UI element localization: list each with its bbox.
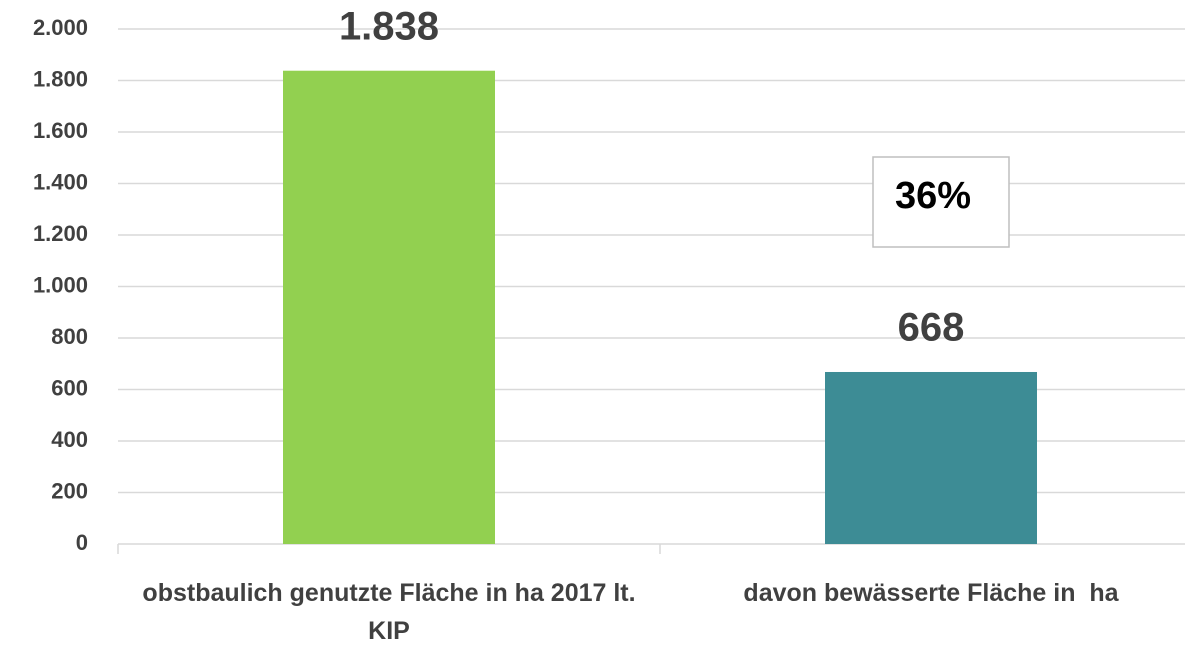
y-tick-label: 200 (51, 478, 88, 503)
data-label: 668 (898, 306, 965, 350)
y-tick-label: 1.400 (33, 169, 88, 194)
y-tick-label: 2.000 (33, 15, 88, 40)
y-tick-label: 0 (76, 530, 88, 555)
bar (283, 70, 495, 544)
y-tick-label: 1.600 (33, 118, 88, 143)
y-tick-label: 800 (51, 324, 88, 349)
annotation: 36% (895, 175, 971, 217)
y-tick-label: 1.200 (33, 221, 88, 246)
annotation-box (872, 156, 1010, 248)
data-label: 1.838 (339, 4, 439, 48)
x-tick-label: obstbaulich genutzte Fläche in ha 2017 l… (142, 579, 643, 645)
x-tick-label: davon bewässerte Fläche in ha (743, 579, 1119, 607)
bar (825, 371, 1037, 544)
y-tick-label: 1.800 (33, 66, 88, 91)
y-tick-label: 1.000 (33, 272, 88, 297)
y-tick-label: 400 (51, 427, 88, 452)
y-tick-label: 600 (51, 375, 88, 400)
